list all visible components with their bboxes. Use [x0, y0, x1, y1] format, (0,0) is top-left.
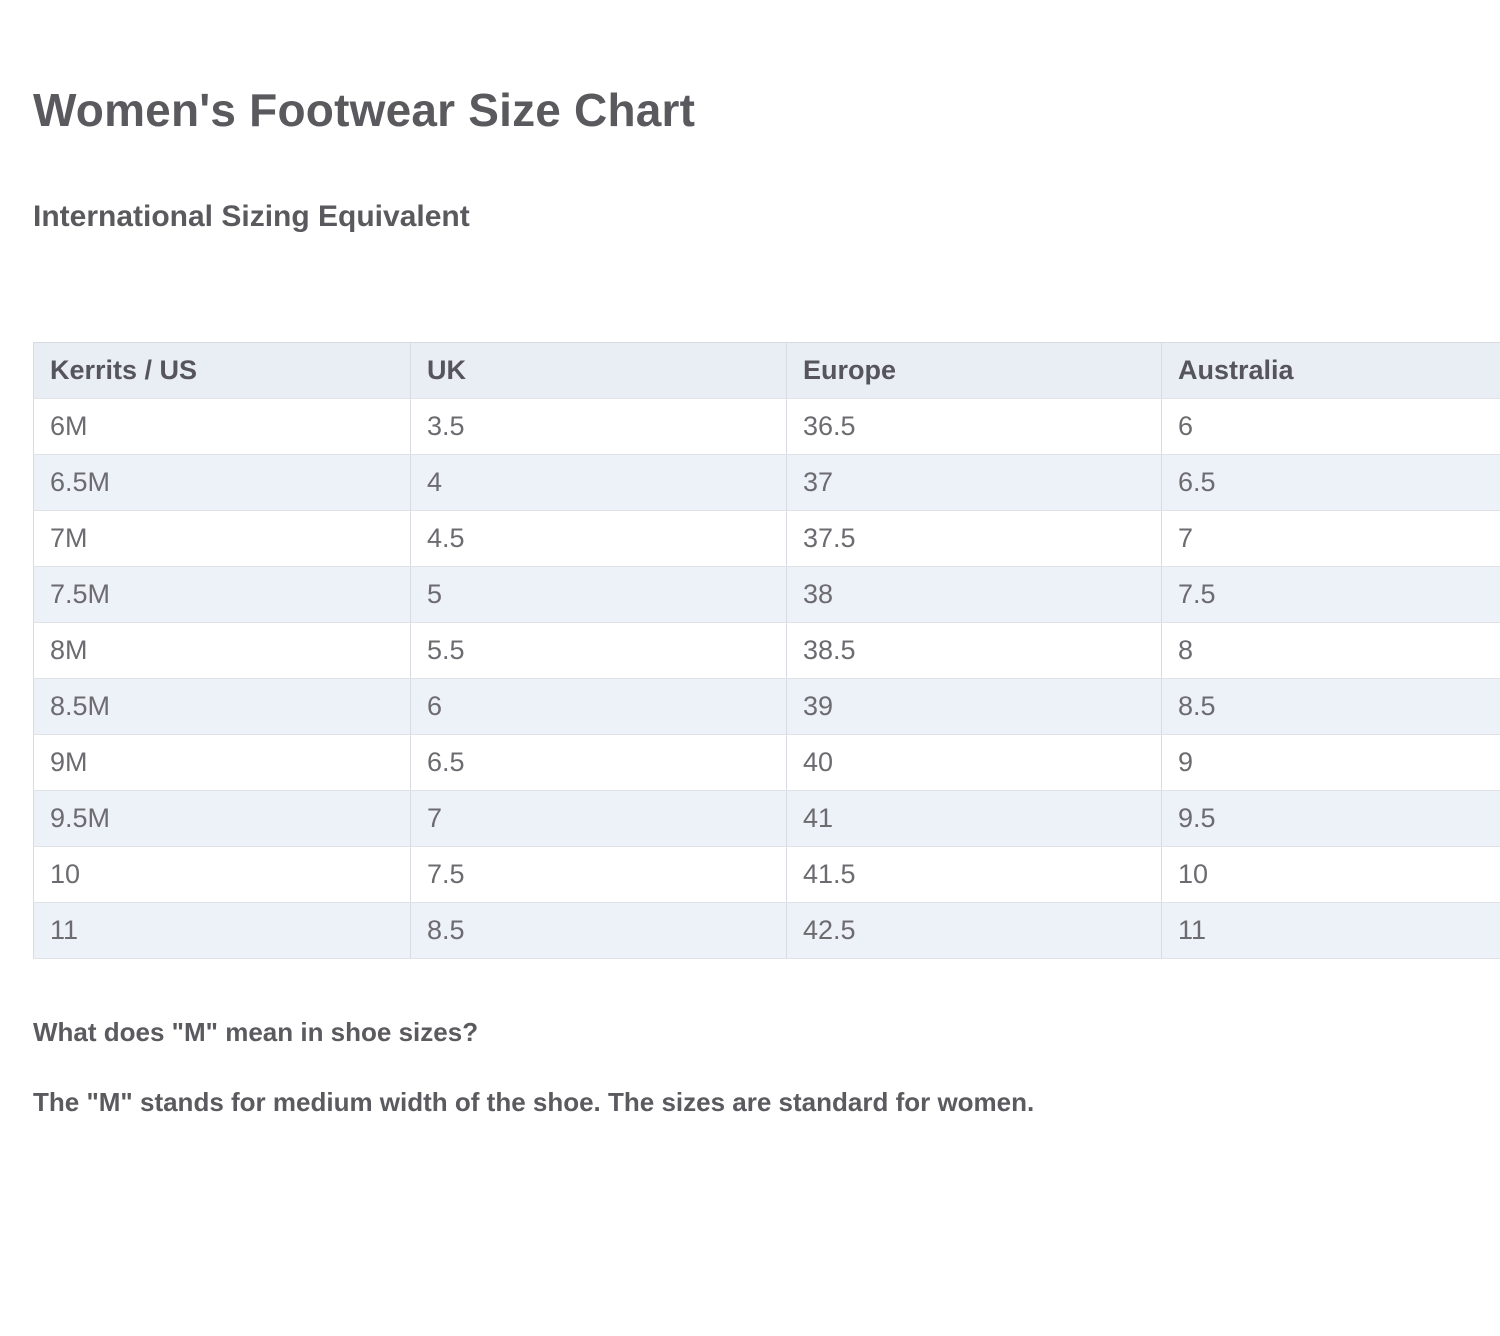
- table-cell: 4.5: [411, 510, 787, 566]
- table-cell: 8.5: [1162, 678, 1500, 734]
- table-cell: 10: [34, 846, 411, 902]
- table-cell: 9.5: [1162, 790, 1500, 846]
- table-cell: 6: [411, 678, 787, 734]
- size-chart-page: Women's Footwear Size Chart Internationa…: [0, 84, 1500, 1117]
- table-cell: 6: [1162, 398, 1500, 454]
- table-cell: 9M: [34, 734, 411, 790]
- table-cell: 8M: [34, 622, 411, 678]
- table-cell: 41: [787, 790, 1162, 846]
- table-cell: 7.5: [1162, 566, 1500, 622]
- table-cell: 5.5: [411, 622, 787, 678]
- table-cell: 7: [411, 790, 787, 846]
- table-cell: 38.5: [787, 622, 1162, 678]
- table-cell: 7: [1162, 510, 1500, 566]
- table-cell: 9: [1162, 734, 1500, 790]
- table-cell: 7.5: [411, 846, 787, 902]
- table-cell: 6.5M: [34, 454, 411, 510]
- table-cell: 5: [411, 566, 787, 622]
- table-cell: 6.5: [1162, 454, 1500, 510]
- column-header-1: UK: [411, 342, 787, 398]
- table-cell: 36.5: [787, 398, 1162, 454]
- table-cell: 37: [787, 454, 1162, 510]
- column-header-2: Europe: [787, 342, 1162, 398]
- table-cell: 4: [411, 454, 787, 510]
- table-cell: 11: [34, 902, 411, 958]
- page-title: Women's Footwear Size Chart: [33, 84, 1500, 137]
- column-header-3: Australia: [1162, 342, 1500, 398]
- table-cell: 9.5M: [34, 790, 411, 846]
- table-cell: 37.5: [787, 510, 1162, 566]
- section-subtitle: International Sizing Equivalent: [33, 200, 1500, 234]
- table-cell: 7.5M: [34, 566, 411, 622]
- faq-answer: The "M" stands for medium width of the s…: [33, 1087, 1500, 1117]
- table-cell: 39: [787, 678, 1162, 734]
- table-cell: 10: [1162, 846, 1500, 902]
- table-cell: 8.5M: [34, 678, 411, 734]
- table-cell: 40: [787, 734, 1162, 790]
- table-cell: 3.5: [411, 398, 787, 454]
- table-cell: 11: [1162, 902, 1500, 958]
- table-cell: 8: [1162, 622, 1500, 678]
- table-cell: 6.5: [411, 734, 787, 790]
- table-cell: 8.5: [411, 902, 787, 958]
- faq-question: What does "M" mean in shoe sizes?: [33, 1017, 1500, 1047]
- table-cell: 7M: [34, 510, 411, 566]
- table-cell: 42.5: [787, 902, 1162, 958]
- table-cell: 6M: [34, 398, 411, 454]
- table-cell: 38: [787, 566, 1162, 622]
- table-cell: 41.5: [787, 846, 1162, 902]
- column-header-0: Kerrits / US: [34, 342, 411, 398]
